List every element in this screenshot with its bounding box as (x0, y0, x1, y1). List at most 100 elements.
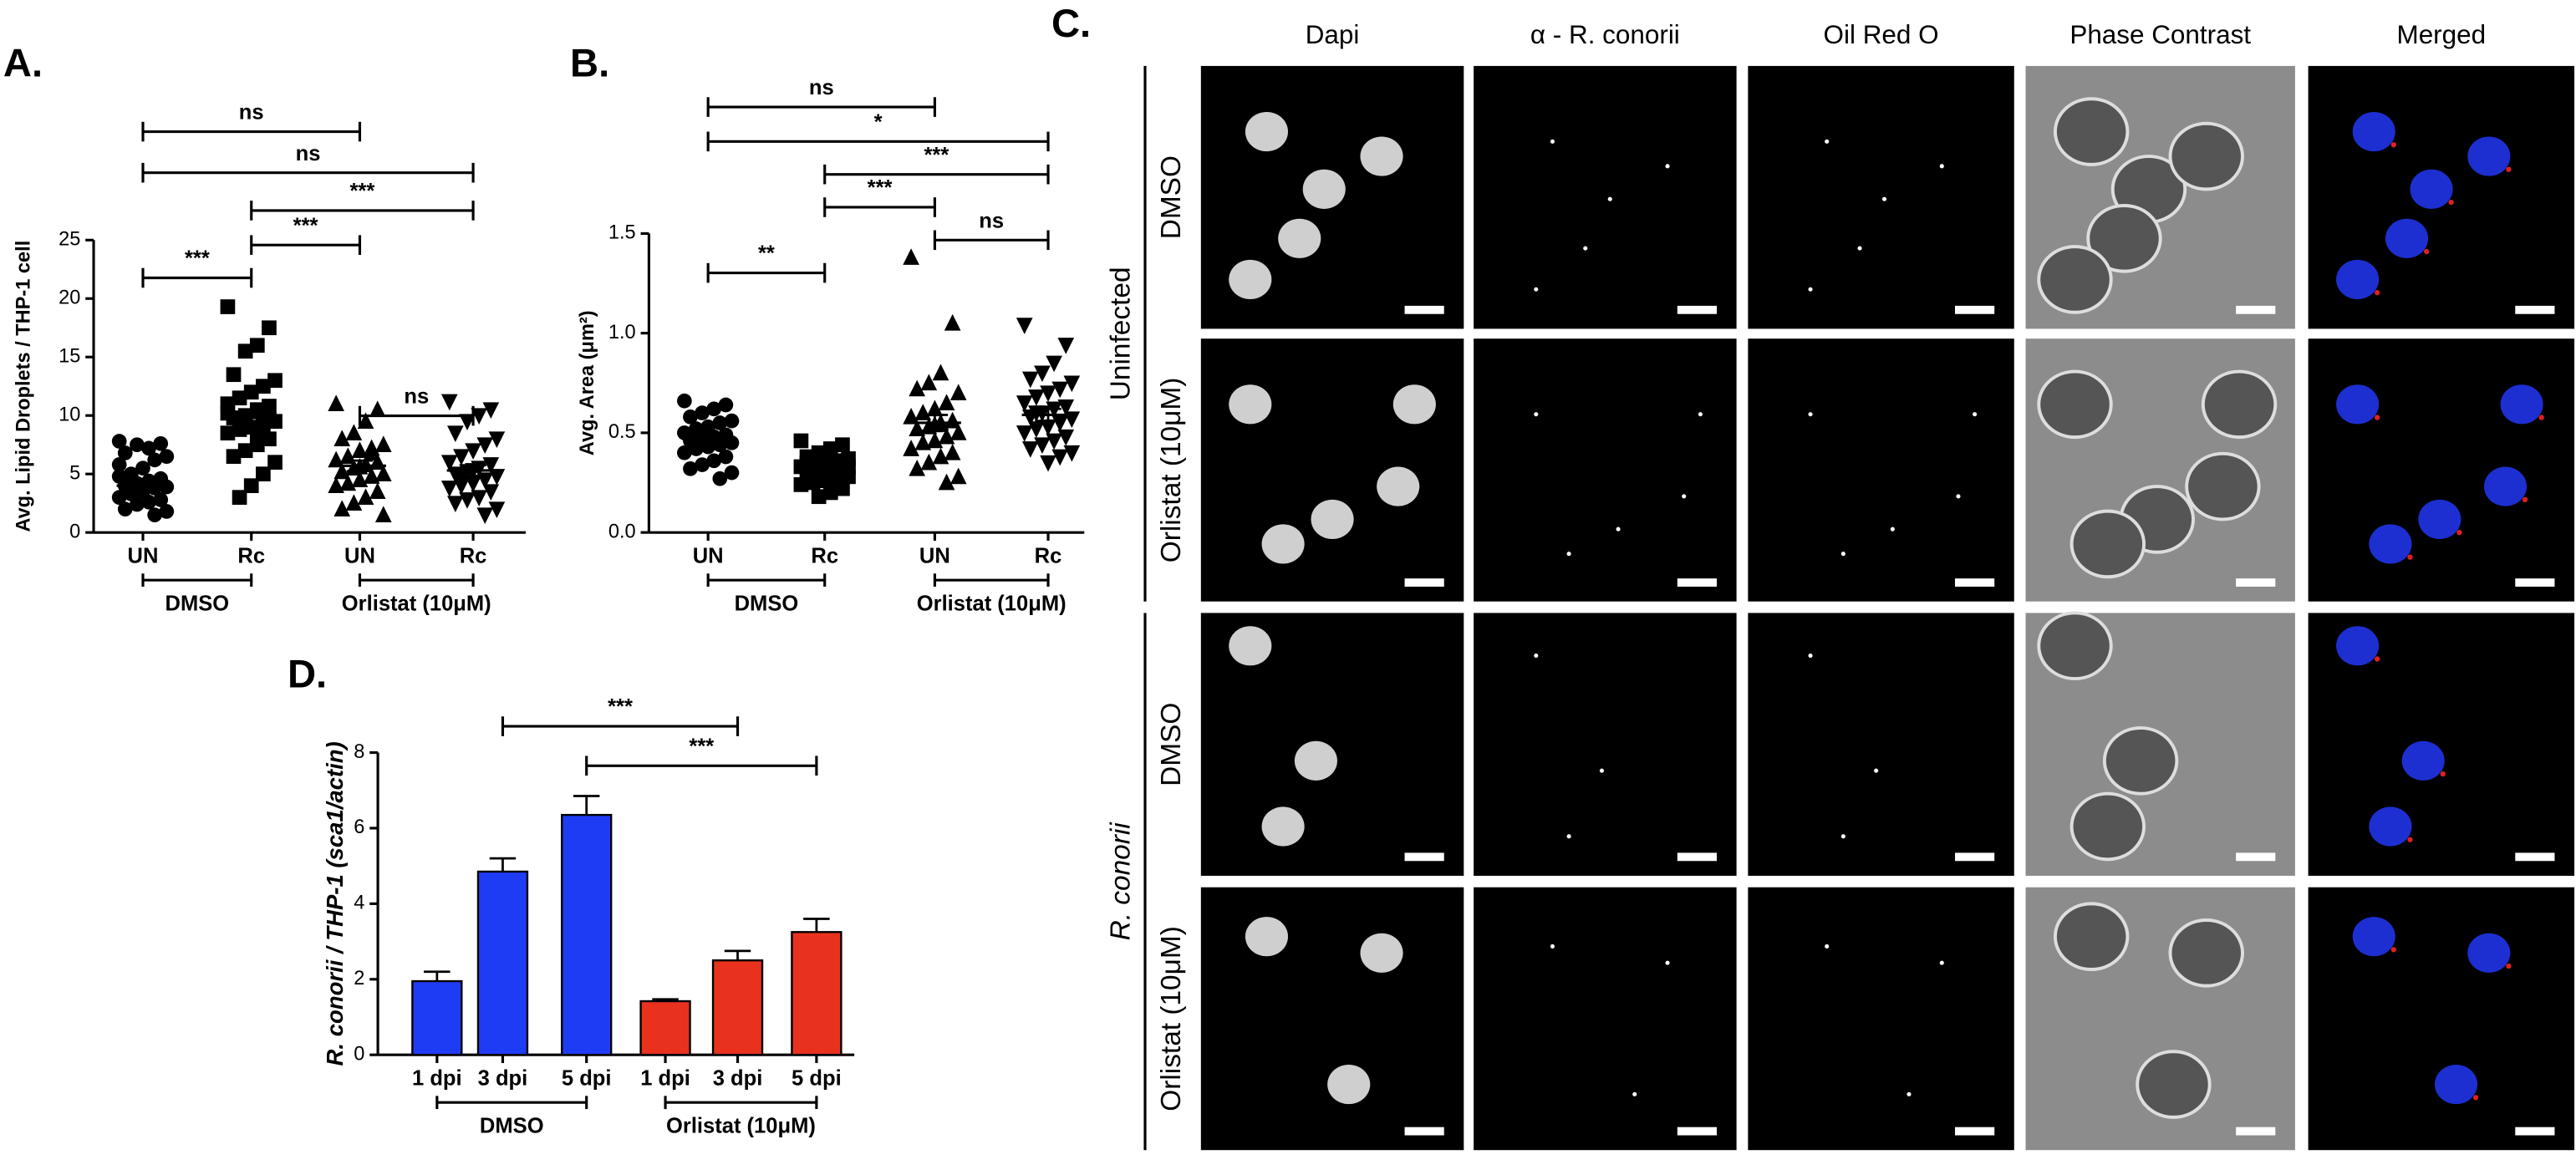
micrograph (1474, 887, 1737, 1151)
data-point (811, 489, 827, 505)
data-point (130, 496, 145, 512)
data-point (159, 449, 175, 465)
significance-label: *** (349, 180, 374, 203)
spot (1665, 960, 1670, 965)
significance-label: * (874, 110, 883, 134)
spot (1607, 196, 1612, 201)
nucleus (1360, 136, 1403, 176)
panel-label: D. (288, 652, 327, 696)
cell (2069, 791, 2146, 862)
cell (2086, 204, 2162, 273)
data-point (471, 408, 487, 425)
data-point (909, 420, 926, 436)
row-label: DMSO (1156, 703, 1187, 786)
nucleus-merged (2336, 384, 2380, 425)
spot (1907, 1091, 1912, 1096)
data-point (920, 453, 938, 471)
sem-bar (1035, 407, 1061, 422)
spot (1550, 139, 1555, 144)
row-group-label: Uninfected (1105, 267, 1136, 400)
row-label: DMSO (1156, 155, 1187, 239)
nucleus-merged (2352, 917, 2395, 957)
spot (1857, 246, 1862, 251)
data-point (482, 484, 500, 501)
micrograph (1200, 887, 1464, 1151)
cell (2201, 369, 2278, 440)
data-point (1034, 365, 1051, 383)
spot-red (2390, 142, 2396, 148)
nucleus-merged (2434, 1064, 2478, 1105)
data-point (363, 467, 380, 484)
data-point (488, 501, 506, 518)
data-point (793, 477, 809, 492)
spot (1534, 412, 1539, 417)
cell (2168, 918, 2244, 988)
scale-bar (2515, 1127, 2555, 1136)
y-tick-label: 0 (354, 1042, 364, 1064)
data-point (447, 496, 464, 512)
micrograph (1748, 613, 2014, 876)
data-point (712, 415, 728, 430)
data-point (695, 457, 710, 472)
scale-bar (1404, 578, 1444, 588)
y-tick-label: 4 (354, 892, 364, 913)
group-label: Orlistat (10μM) (342, 592, 491, 615)
data-point (147, 452, 163, 468)
data-point (374, 435, 392, 453)
nucleus-merged (2385, 218, 2429, 258)
y-tick-label: 0.5 (608, 420, 636, 442)
x-tick-label: 1 dpi (412, 1066, 462, 1090)
bar (561, 813, 613, 1056)
data-point (1040, 419, 1056, 436)
data-point (135, 460, 150, 476)
data-point (482, 402, 500, 420)
nucleus (1360, 933, 1403, 973)
group-label: Orlistat (10μM) (917, 592, 1067, 615)
data-point (1016, 395, 1033, 412)
bar (411, 979, 463, 1056)
significance-label: ns (404, 385, 429, 409)
data-point (226, 367, 242, 383)
cell (2053, 902, 2130, 971)
nucleus (1229, 259, 1272, 300)
y-axis-label: R. conorii / THP-1 (sca1/actin) (322, 741, 348, 1066)
data-point (328, 450, 344, 468)
micrograph (1474, 338, 1737, 602)
y-tick-label: 10 (59, 403, 80, 425)
cell (2053, 97, 2130, 166)
error-bar (724, 949, 751, 961)
data-point (147, 481, 163, 496)
data-point (718, 397, 734, 413)
sem-bar (811, 462, 838, 471)
scale-bar (1677, 1127, 1718, 1136)
data-point (237, 343, 253, 359)
nucleus (1229, 384, 1272, 425)
nucleus (1377, 466, 1420, 506)
error-bar (489, 857, 517, 872)
data-point (1057, 399, 1075, 416)
nucleus (1392, 384, 1436, 425)
spot-red (2522, 496, 2528, 502)
data-point (333, 462, 351, 480)
scale-bar (2515, 852, 2555, 862)
y-tick-label: 1.0 (608, 321, 636, 343)
cell (2037, 369, 2113, 440)
bar (711, 959, 764, 1056)
error-bar (424, 970, 451, 982)
data-point (226, 449, 242, 465)
nucleus (1261, 524, 1305, 564)
spot-red (2390, 947, 2396, 953)
nucleus-merged (2369, 524, 2412, 564)
data-point (920, 374, 938, 391)
data-point (938, 427, 955, 445)
data-point (374, 465, 392, 482)
y-axis-label: Avg. Lipid Droplets / THP-1 cell (13, 241, 34, 532)
data-point (237, 408, 253, 424)
data-point (256, 379, 271, 394)
y-tick-label: 2 (354, 967, 364, 989)
data-point (262, 412, 277, 428)
data-point (926, 399, 944, 417)
spot-red (2538, 415, 2544, 420)
spot-red (2506, 963, 2512, 969)
x-tick-label: 5 dpi (562, 1066, 612, 1090)
